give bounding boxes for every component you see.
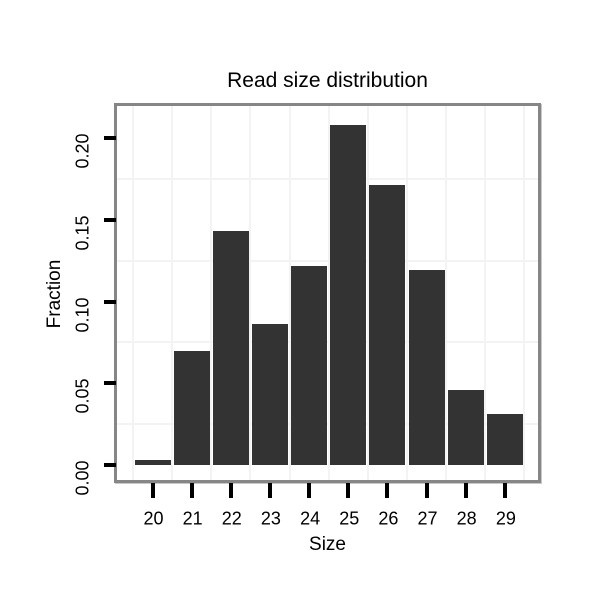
chart-title: Read size distribution <box>227 69 428 92</box>
x-tick-mark-25 <box>346 483 351 498</box>
y-tick-label-0.10: 0.10 <box>72 296 93 333</box>
bar-size-22 <box>213 231 249 465</box>
y-tick-mark-0.10 <box>104 299 116 304</box>
x-tick-mark-23 <box>267 483 272 498</box>
x-tick-mark-20 <box>150 483 155 498</box>
minor-gridline-vertical <box>484 106 487 480</box>
x-tick-mark-29 <box>502 483 507 498</box>
x-tick-mark-28 <box>463 483 468 498</box>
x-axis-title: Size <box>309 534 346 555</box>
y-tick-label-0.00: 0.00 <box>72 460 93 496</box>
y-tick-label-0.05: 0.05 <box>72 378 93 414</box>
plot-panel <box>114 103 541 483</box>
x-tick-mark-22 <box>228 483 233 498</box>
x-tick-label-20: 20 <box>143 508 164 529</box>
minor-gridline-horizontal <box>117 423 538 426</box>
y-tick-mark-0.20 <box>104 136 116 140</box>
minor-gridline-vertical <box>366 106 369 480</box>
bar-size-25 <box>330 125 366 465</box>
minor-gridline-vertical <box>288 106 291 480</box>
minor-gridline-vertical <box>249 106 252 480</box>
minor-gridline-vertical <box>405 106 408 480</box>
x-tick-mark-24 <box>307 483 312 498</box>
x-tick-mark-21 <box>189 483 194 498</box>
x-tick-label-24: 24 <box>300 508 321 529</box>
x-tick-label-28: 28 <box>456 508 477 529</box>
bar-size-24 <box>291 266 327 465</box>
bar-size-20 <box>135 460 171 465</box>
bar-size-29 <box>487 414 523 465</box>
x-tick-label-25: 25 <box>339 508 360 529</box>
x-tick-label-26: 26 <box>378 508 399 529</box>
minor-gridline-horizontal <box>117 177 538 180</box>
minor-gridline-vertical <box>445 106 448 480</box>
bar-size-21 <box>174 351 210 465</box>
y-axis-title: Fraction <box>44 259 65 329</box>
minor-gridline-vertical <box>210 106 213 480</box>
minor-gridline-horizontal <box>117 259 538 262</box>
minor-gridline-vertical <box>327 106 330 480</box>
minor-gridline-vertical <box>131 106 134 480</box>
y-tick-label-0.20: 0.20 <box>72 133 93 169</box>
x-tick-label-29: 29 <box>495 508 516 529</box>
minor-gridline-horizontal <box>117 341 538 344</box>
bar-size-27 <box>409 270 445 465</box>
x-tick-label-23: 23 <box>260 508 281 529</box>
x-tick-label-27: 27 <box>417 508 438 529</box>
x-tick-label-21: 21 <box>182 508 203 529</box>
y-tick-label-0.15: 0.15 <box>72 215 93 251</box>
x-tick-mark-26 <box>385 483 390 498</box>
bar-size-28 <box>448 390 484 465</box>
x-tick-mark-27 <box>424 483 429 498</box>
bar-size-23 <box>252 324 288 465</box>
bar-size-26 <box>369 185 405 465</box>
y-tick-mark-0.15 <box>104 217 116 222</box>
y-tick-mark-0.00 <box>104 463 116 467</box>
minor-gridline-vertical <box>171 106 174 480</box>
minor-gridline-vertical <box>523 106 526 480</box>
y-tick-mark-0.05 <box>104 381 116 386</box>
x-tick-label-22: 22 <box>221 508 242 529</box>
